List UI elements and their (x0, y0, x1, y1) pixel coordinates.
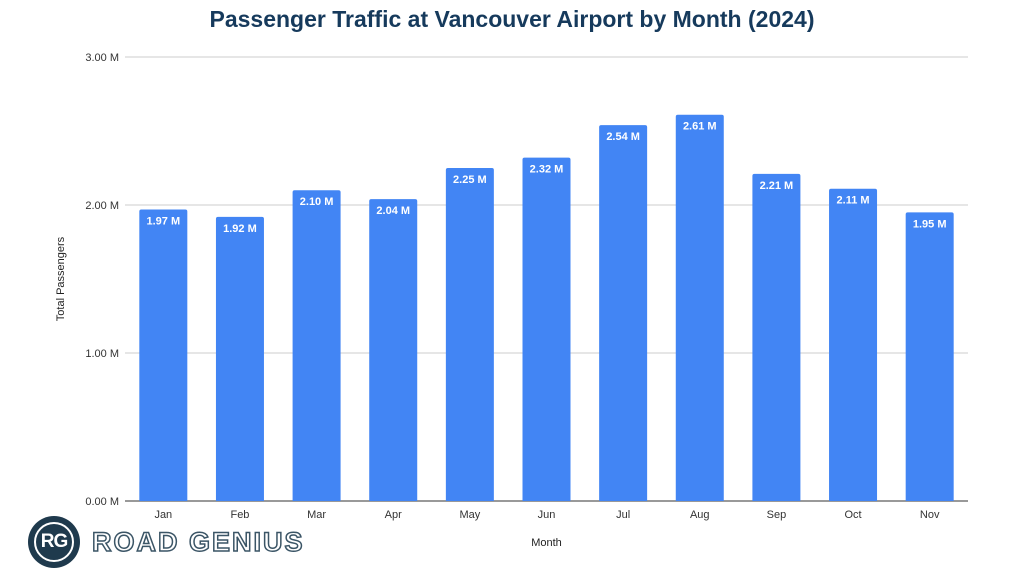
bar (752, 173, 801, 502)
bar (139, 209, 188, 501)
data-label: 2.10 M (300, 196, 334, 208)
data-label: 2.25 M (453, 174, 487, 186)
data-label: 1.92 M (223, 223, 257, 235)
logo-initials: RG (34, 522, 74, 562)
x-axis-title: Month (531, 537, 562, 549)
bar (522, 157, 571, 501)
y-tick-label: 0.00 M (85, 496, 119, 508)
data-label: 1.95 M (913, 218, 947, 230)
x-tick-label: Oct (844, 509, 861, 521)
y-tick-label: 1.00 M (85, 348, 119, 360)
logo-badge: RG (28, 516, 80, 568)
data-label: 1.97 M (146, 215, 180, 227)
x-tick-label: Jun (538, 509, 556, 521)
data-label: 2.32 M (530, 164, 564, 176)
logo-text: ROAD GENIUS (91, 526, 305, 558)
bar (369, 199, 418, 501)
bar (675, 114, 724, 501)
y-tick-label: 3.00 M (85, 52, 119, 64)
data-label: 2.11 M (837, 195, 870, 207)
x-tick-label: Feb (230, 509, 249, 521)
bar (215, 216, 264, 501)
road-genius-logo: RG ROAD GENIUS (28, 516, 305, 568)
data-label: 2.21 M (760, 180, 794, 192)
data-label: 2.61 M (683, 121, 717, 133)
bar (599, 125, 648, 501)
y-axis-title: Total Passengers (55, 236, 67, 321)
data-label: 2.54 M (606, 131, 640, 143)
bar (905, 212, 954, 501)
x-tick-label: Mar (307, 509, 326, 521)
x-tick-label: Nov (920, 509, 940, 521)
x-tick-label: Jul (616, 509, 630, 521)
bar (292, 190, 341, 501)
data-label: 2.04 M (376, 205, 410, 217)
x-tick-label: May (459, 509, 480, 521)
bar (445, 168, 494, 501)
chart-title: Passenger Traffic at Vancouver Airport b… (209, 6, 815, 32)
y-tick-label: 2.00 M (85, 200, 119, 212)
x-tick-label: Sep (767, 509, 787, 521)
bar (829, 188, 878, 501)
x-tick-label: Apr (385, 509, 402, 521)
x-tick-label: Aug (690, 509, 710, 521)
x-tick-label: Jan (154, 509, 172, 521)
